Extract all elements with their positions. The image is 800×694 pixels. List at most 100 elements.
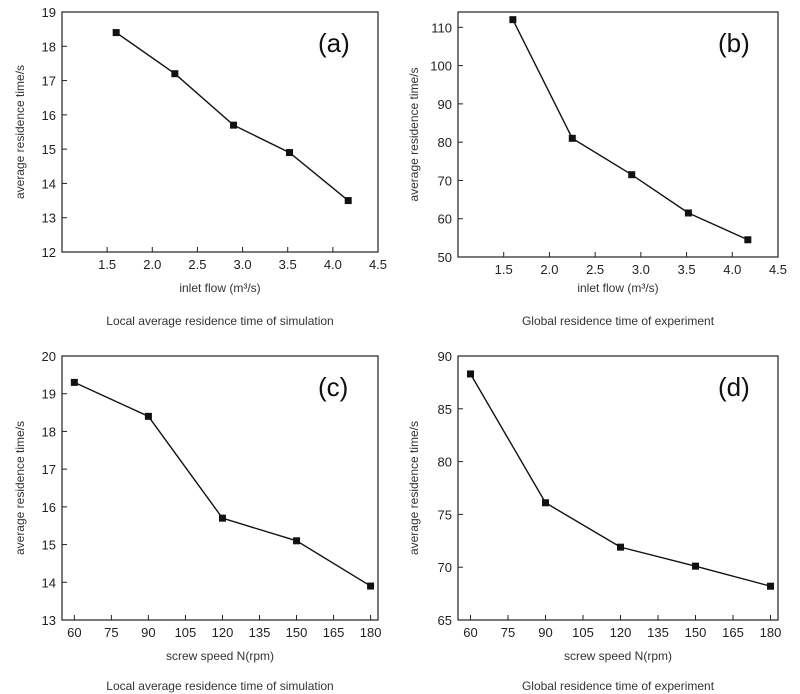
plot-frame [61, 11, 379, 253]
x-tick-label: 120 [212, 625, 234, 640]
data-point [218, 514, 226, 522]
x-tick-label: 165 [323, 625, 345, 640]
x-tick-label: 3.0 [632, 262, 650, 277]
x-axis-label: screw speed N(rpm) [564, 649, 672, 663]
data-point [293, 537, 301, 545]
y-tick-label: 110 [431, 20, 452, 35]
data-point [112, 29, 120, 37]
y-tick-label: 17 [42, 462, 56, 477]
series-line [115, 31, 349, 202]
x-tick-label: 135 [647, 625, 669, 640]
y-axis-label: average residence time/s [13, 421, 27, 555]
x-tick-label: 4.0 [723, 262, 741, 277]
x-tick-label: 2.5 [188, 257, 206, 272]
y-axis-label: average residence time/s [407, 421, 421, 555]
chart-panel-1: 1.5 2.0 2.5 3.0 3.5 4.0 4.5 12 13 14 15 16 17 18 19 inl… [13, 5, 387, 328]
x-tick-label: 120 [610, 625, 632, 640]
y-axis-label: average residence time/s [13, 65, 27, 199]
x-tick-label: 1.5 [495, 262, 513, 277]
x-tick-label: 150 [286, 625, 308, 640]
data-point [70, 378, 78, 386]
y-tick-label: 15 [42, 142, 56, 157]
plot-frame [457, 355, 779, 621]
y-tick-label: 75 [438, 507, 452, 522]
x-tick-label: 3.0 [234, 257, 252, 272]
x-tick-label: 105 [175, 625, 197, 640]
y-tick-label: 70 [438, 560, 452, 575]
y-tick-label: 60 [438, 212, 452, 227]
y-tick-label: 90 [438, 349, 452, 364]
x-tick-label: 4.0 [324, 257, 342, 272]
panel-letter: (a) [318, 28, 350, 58]
data-point [542, 499, 549, 507]
data-point [367, 582, 375, 590]
data-point [509, 16, 517, 24]
x-tick-label: 1.5 [98, 257, 116, 272]
data-point [171, 70, 179, 78]
y-tick-label: 14 [42, 575, 56, 590]
y-tick-label: 85 [438, 402, 452, 417]
x-tick-label: 3.5 [279, 257, 297, 272]
x-tick-label: 60 [67, 625, 81, 640]
y-tick-label: 65 [438, 613, 452, 628]
x-tick-label: 90 [538, 625, 552, 640]
plot-frame [457, 11, 779, 258]
x-tick-label: 2.5 [586, 262, 604, 277]
chart-panel-4: 60 75 90 105 120 135 150 165 180 65 70 75 80 85 90 scre… [407, 349, 781, 693]
data-point [344, 197, 352, 205]
y-tick-label: 19 [42, 5, 56, 20]
y-tick-label: 100 [430, 59, 452, 74]
y-axis-label: average residence time/s [407, 67, 421, 201]
y-tick-label: 12 [42, 245, 56, 260]
x-axis-label: screw speed N(rpm) [166, 649, 274, 663]
panel-caption: Global residence time of experiment [522, 314, 715, 328]
data-point [617, 543, 624, 551]
x-tick-label: 75 [501, 625, 515, 640]
data-point [767, 582, 774, 590]
y-tick-label: 19 [42, 387, 56, 402]
x-tick-label: 2.0 [540, 262, 558, 277]
y-tick-label: 70 [438, 173, 452, 188]
panel-caption: Local average residence time of simulati… [106, 314, 333, 328]
y-tick-label: 18 [42, 424, 56, 439]
data-point [568, 134, 576, 142]
y-tick-label: 14 [42, 176, 56, 191]
y-tick-label: 17 [42, 74, 56, 89]
x-axis-label: inlet flow (m³/s) [179, 281, 260, 295]
x-tick-label: 4.5 [369, 257, 387, 272]
data-point [467, 370, 474, 378]
panel-caption: Global residence time of experiment [522, 679, 715, 693]
y-tick-label: 50 [438, 250, 452, 265]
data-point [692, 562, 699, 570]
x-tick-label: 135 [249, 625, 271, 640]
x-tick-label: 180 [760, 625, 782, 640]
x-tick-label: 150 [685, 625, 707, 640]
y-tick-label: 16 [42, 500, 56, 515]
y-tick-label: 20 [42, 349, 56, 364]
y-tick-label: 16 [42, 108, 56, 123]
x-tick-label: 90 [141, 625, 155, 640]
y-tick-label: 13 [42, 211, 56, 226]
data-point [628, 171, 636, 179]
y-tick-label: 15 [42, 538, 56, 553]
panel-letter: (d) [718, 372, 750, 402]
series-line [469, 373, 771, 587]
x-axis-label: inlet flow (m³/s) [577, 281, 658, 295]
y-tick-label: 13 [42, 613, 56, 628]
x-tick-label: 60 [463, 625, 477, 640]
y-tick-label: 18 [42, 39, 56, 54]
panel-caption: Local average residence time of simulati… [106, 679, 333, 693]
x-tick-label: 4.5 [769, 262, 787, 277]
x-tick-label: 180 [360, 625, 382, 640]
x-tick-label: 2.0 [143, 257, 161, 272]
data-point [684, 209, 692, 217]
x-tick-label: 75 [104, 625, 118, 640]
x-tick-label: 3.5 [678, 262, 696, 277]
plot-frame [61, 355, 379, 621]
series-line [512, 19, 749, 241]
y-tick-label: 80 [438, 455, 452, 470]
y-tick-label: 80 [438, 135, 452, 150]
panel-letter: (b) [718, 28, 750, 58]
data-point [286, 149, 294, 157]
